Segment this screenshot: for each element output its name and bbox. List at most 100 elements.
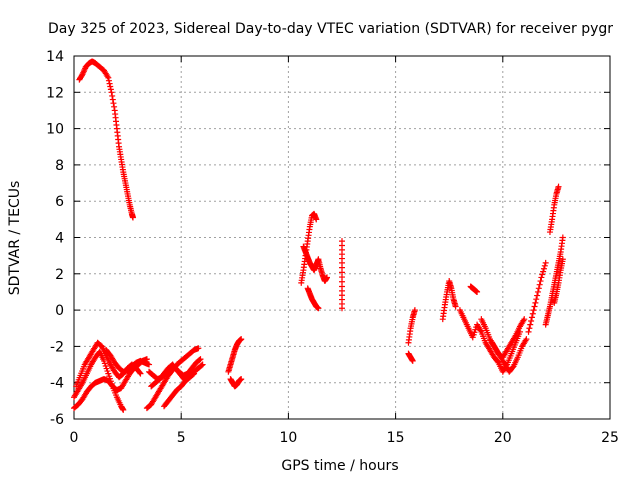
data-point bbox=[108, 89, 115, 96]
plot-frame bbox=[73, 55, 611, 420]
data-point bbox=[313, 216, 320, 223]
data-points bbox=[71, 58, 566, 413]
y-axis-label: SDTVAR / TECUs bbox=[7, 181, 23, 296]
data-point bbox=[538, 274, 545, 281]
data-point bbox=[197, 356, 204, 363]
data-point bbox=[196, 356, 203, 363]
y-tick-label: -6 bbox=[50, 412, 64, 428]
series-arc-p bbox=[405, 350, 416, 364]
data-point bbox=[411, 307, 418, 314]
data-point bbox=[129, 214, 136, 221]
data-point bbox=[105, 74, 112, 81]
data-point bbox=[107, 86, 114, 93]
series-arc-o bbox=[405, 307, 418, 346]
y-tick-label: 8 bbox=[55, 158, 64, 174]
data-point bbox=[109, 92, 116, 99]
data-point bbox=[315, 305, 322, 312]
data-point bbox=[540, 265, 547, 272]
data-point bbox=[535, 285, 542, 292]
chart-title: Day 325 of 2023, Sidereal Day-to-day VTE… bbox=[48, 21, 613, 37]
data-point bbox=[534, 288, 541, 295]
series-arc-e bbox=[143, 345, 202, 412]
series-arc-s bbox=[478, 316, 528, 361]
data-point bbox=[542, 259, 549, 266]
x-tick-label: 5 bbox=[177, 430, 186, 446]
data-point bbox=[191, 370, 198, 377]
series-arc-l bbox=[300, 243, 330, 285]
x-tick-label: 20 bbox=[494, 430, 512, 446]
data-point bbox=[409, 357, 416, 364]
data-point bbox=[528, 314, 535, 321]
data-point bbox=[537, 278, 544, 285]
data-point bbox=[198, 362, 205, 369]
series-arc-n bbox=[339, 238, 345, 312]
series-arc-m bbox=[304, 285, 322, 312]
y-tick-label: 4 bbox=[55, 231, 64, 247]
series-arc-w bbox=[546, 183, 562, 236]
data-point bbox=[238, 336, 245, 343]
data-point bbox=[146, 361, 153, 368]
y-tick-label: 12 bbox=[46, 85, 64, 101]
x-tick-label: 25 bbox=[601, 430, 619, 446]
y-tick-label: 0 bbox=[55, 303, 64, 319]
y-tick-label: -4 bbox=[50, 376, 64, 392]
data-point bbox=[529, 310, 536, 317]
data-point bbox=[527, 321, 534, 328]
data-point bbox=[528, 317, 535, 324]
data-point bbox=[105, 77, 112, 84]
data-point bbox=[523, 336, 530, 343]
data-point bbox=[521, 316, 528, 323]
data-point bbox=[555, 183, 562, 190]
series-arc-r bbox=[456, 307, 523, 375]
data-point bbox=[452, 303, 459, 310]
y-tick-label: 2 bbox=[55, 267, 64, 283]
data-point bbox=[137, 370, 144, 377]
data-point bbox=[530, 307, 537, 314]
y-tick-label: 14 bbox=[46, 49, 64, 65]
y-tick-label: 10 bbox=[46, 122, 64, 138]
y-tick-label: -2 bbox=[50, 339, 64, 355]
series-arc-x bbox=[551, 256, 566, 306]
data-point bbox=[559, 256, 566, 263]
data-point bbox=[199, 361, 206, 368]
y-tick-label: 6 bbox=[55, 194, 64, 210]
data-point bbox=[136, 369, 143, 376]
data-point bbox=[190, 371, 197, 378]
x-axis-label: GPS time / hours bbox=[281, 458, 398, 474]
x-tick-label: 10 bbox=[279, 430, 297, 446]
series-arc-q bbox=[439, 278, 459, 323]
tick-labels: 0 5 10 15 20 25 -6 -4 -2 0 2 4 6 8 10 12 14 bbox=[46, 49, 619, 446]
data-point bbox=[559, 234, 566, 241]
data-point bbox=[533, 296, 540, 303]
data-point bbox=[106, 80, 113, 87]
data-point bbox=[323, 274, 330, 281]
data-point bbox=[526, 325, 533, 332]
data-point bbox=[339, 305, 345, 312]
series-arc-t bbox=[489, 336, 530, 375]
data-point bbox=[111, 103, 118, 110]
x-tick-label: 0 bbox=[70, 430, 79, 446]
series-arc-v bbox=[542, 234, 566, 328]
series-arc-h bbox=[161, 370, 198, 410]
data-point bbox=[540, 268, 547, 275]
data-point bbox=[541, 262, 548, 269]
data-point bbox=[120, 406, 127, 413]
data-point bbox=[474, 288, 481, 295]
data-point bbox=[107, 83, 114, 90]
data-point bbox=[534, 292, 541, 299]
data-point bbox=[110, 100, 117, 107]
x-tick-label: 15 bbox=[387, 430, 405, 446]
series-arc-d bbox=[103, 347, 153, 375]
data-point bbox=[531, 303, 538, 310]
series-arc-high bbox=[76, 58, 136, 221]
data-point bbox=[109, 96, 116, 103]
data-point bbox=[195, 345, 202, 352]
series-arc-u bbox=[525, 259, 549, 335]
grid-lines bbox=[74, 56, 610, 419]
series-arc-y bbox=[467, 283, 481, 295]
data-point bbox=[536, 281, 543, 288]
series-arc-j bbox=[227, 376, 245, 390]
series-arc-i bbox=[225, 336, 245, 375]
data-point bbox=[532, 299, 539, 306]
data-point bbox=[539, 271, 546, 278]
